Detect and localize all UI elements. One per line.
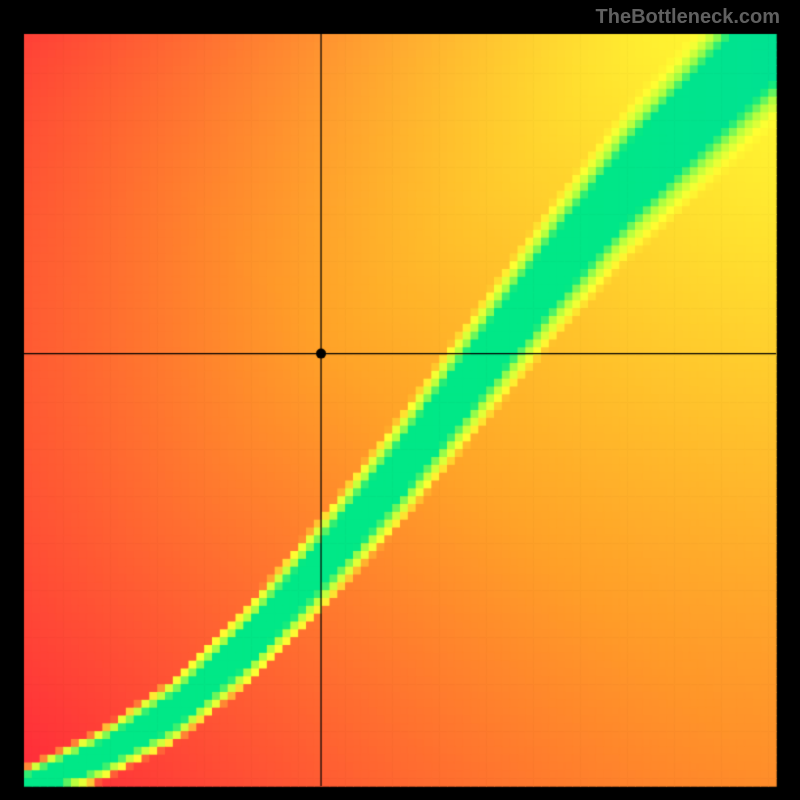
watermark-text: TheBottleneck.com — [596, 6, 780, 29]
chart-container: TheBottleneck.com — [0, 0, 800, 800]
heatmap-canvas — [0, 0, 800, 800]
